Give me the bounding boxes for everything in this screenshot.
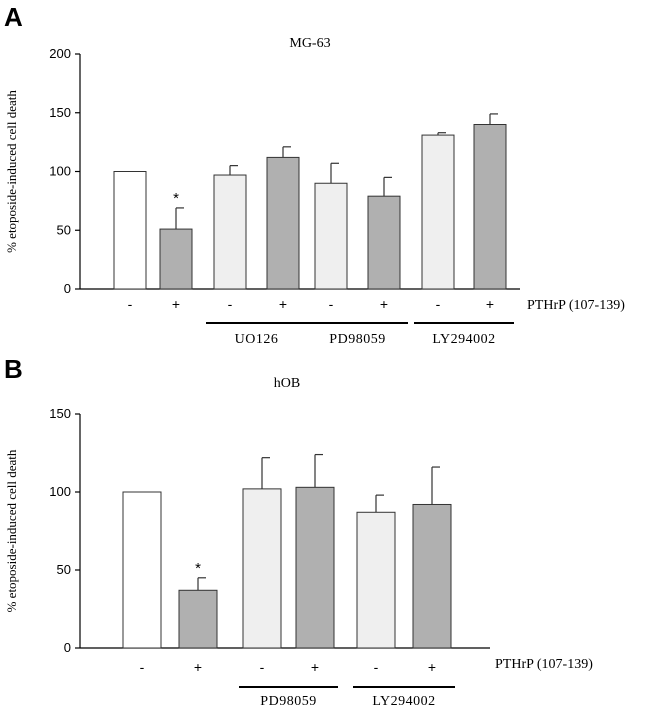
bar [314,182,348,290]
x-tick-label: + [486,296,494,312]
bar [356,511,396,649]
significance-marker: * [195,560,201,577]
x-tick-label: + [380,296,388,312]
y-tick-label: 200 [49,46,71,61]
bar [122,491,162,649]
panel-letter: A [4,2,23,32]
bar [159,228,193,290]
x-tick-label: - [374,659,379,675]
y-tick-label: 150 [49,105,71,120]
group-label: LY294002 [372,694,435,708]
bar [213,174,247,290]
group-label: LY294002 [432,332,495,347]
y-tick-label: 100 [49,484,71,499]
chart-title: hOB [274,376,300,391]
x-tick-label: - [228,296,233,312]
y-tick-label: 0 [64,640,71,655]
x-tick-label: + [194,659,202,675]
bar [113,171,147,290]
x-tick-label: + [279,296,287,312]
x-tick-label: - [128,296,133,312]
significance-marker: * [173,190,179,207]
x-tick-label: + [428,659,436,675]
x-tick-label: - [329,296,334,312]
bar [421,134,455,290]
chart-title: MG-63 [289,36,330,51]
y-tick-label: 100 [49,164,71,179]
y-tick-label: 150 [49,406,71,421]
x-tick-label: + [172,296,180,312]
x-tick-label: - [140,659,145,675]
treatment-label: PTHrP (107-139) [495,657,593,672]
bar [266,156,300,290]
group-label: PD98059 [329,332,385,347]
y-axis-label: % etoposide-induced cell death [4,90,19,253]
chart-panel-a: A MG-63 0 50 100 150 200 % etoposide-induced ce… [4,2,625,347]
panel-letter: B [4,354,23,384]
bar [295,486,335,649]
x-tick-label: - [436,296,441,312]
treatment-label: PTHrP (107-139) [527,298,625,313]
y-tick-label: 0 [64,281,71,296]
group-label: UO126 [235,332,279,347]
y-axis-label: % etoposide-induced cell death [4,449,19,612]
bar [412,503,452,649]
y-tick-label: 50 [57,562,71,577]
y-tick-label: 50 [57,222,71,237]
bar [242,488,282,649]
group-label: PD98059 [260,694,316,708]
bar [473,124,507,290]
bar [367,195,401,290]
x-tick-label: + [311,659,319,675]
x-tick-label: - [260,659,265,675]
bar [178,589,218,649]
